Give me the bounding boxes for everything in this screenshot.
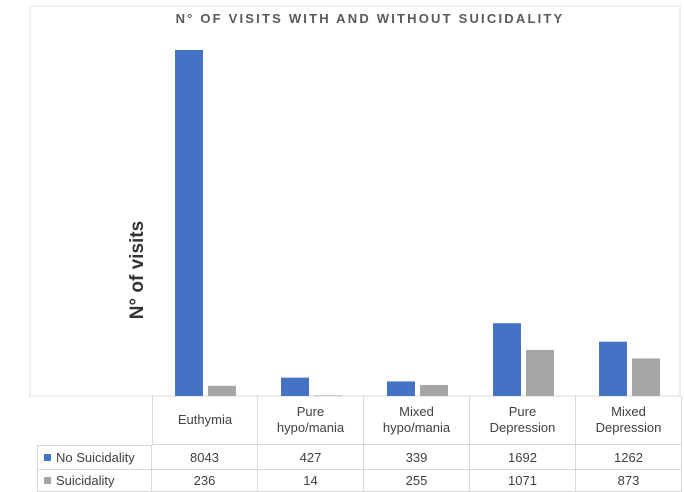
table-value: 427 — [258, 445, 364, 470]
category-label: Pure hypo/mania — [258, 396, 364, 445]
chart-title: N° OF VISITS WITH AND WITHOUT SUICIDALIT… — [176, 11, 565, 26]
table-value: 873 — [576, 470, 682, 492]
table-value-text: 1262 — [614, 449, 643, 465]
table-value-text: 255 — [405, 473, 428, 488]
category-label-text: Mixed hypo/mania — [382, 404, 451, 435]
legend-label: Suicidality — [56, 473, 115, 488]
table-value-text: 8043 — [190, 449, 219, 465]
legend-entry: No Suicidality — [37, 445, 152, 470]
category-label: Mixed hypo/mania — [364, 396, 470, 445]
category-label-text: Pure hypo/mania — [276, 404, 345, 435]
category-label: Pure Depression — [470, 396, 576, 445]
chart-frame — [29, 5, 681, 397]
table-value: 1071 — [470, 470, 576, 492]
category-label: Mixed Depression — [576, 396, 682, 445]
table-value: 1692 — [470, 445, 576, 470]
table-value: 14 — [258, 470, 364, 492]
bar — [493, 323, 521, 396]
table-value-text: 427 — [299, 449, 322, 465]
category-label-text: Mixed Depression — [595, 404, 662, 435]
legend-key — [44, 477, 51, 484]
table-value-text: 1692 — [508, 449, 537, 465]
table-value: 339 — [364, 445, 470, 470]
category-label-text: Euthymia — [177, 412, 233, 427]
table-value-text: 1071 — [508, 473, 537, 488]
table-value: 255 — [364, 470, 470, 492]
legend-label: No Suicidality — [56, 450, 135, 465]
y-axis-label: N° of visits — [127, 221, 148, 319]
table-value: 236 — [152, 470, 258, 492]
legend-key — [44, 454, 51, 461]
bar — [387, 381, 415, 396]
bar — [281, 377, 309, 396]
bar — [208, 385, 236, 396]
table-value-text: 14 — [303, 473, 318, 488]
bar — [599, 341, 627, 396]
table-value-text: 236 — [193, 473, 216, 488]
category-label: Euthymia — [152, 396, 258, 445]
bar — [526, 349, 554, 396]
table-value-text: 339 — [405, 449, 428, 465]
bar — [632, 358, 660, 396]
legend-entry: Suicidality — [37, 470, 152, 492]
category-label-text: Pure Depression — [489, 404, 556, 435]
bar — [420, 385, 448, 396]
plot: N° OF VISITS WITH AND WITHOUT SUICIDALIT… — [29, 5, 682, 397]
bar — [314, 395, 342, 396]
table-value-text: 873 — [617, 473, 640, 488]
table-value: 1262 — [576, 445, 682, 470]
bar — [175, 50, 203, 396]
table-value: 8043 — [152, 445, 258, 470]
